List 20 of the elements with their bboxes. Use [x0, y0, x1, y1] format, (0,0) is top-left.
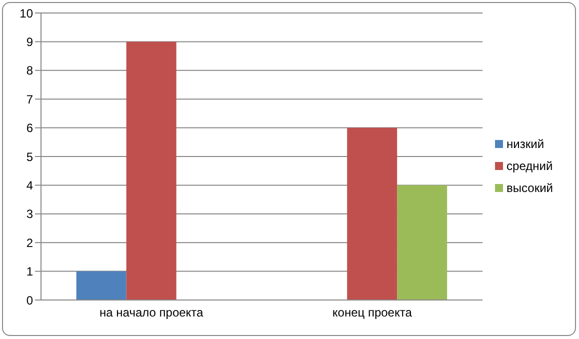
legend-label: средний: [506, 158, 553, 172]
legend-label: низкий: [506, 136, 544, 150]
x-tick-label: конец проекта: [332, 306, 412, 320]
y-tick-label: 2: [26, 236, 34, 250]
y-tick-label: 0: [26, 293, 34, 308]
y-tick-label: 7: [26, 92, 34, 106]
y-tick-label: 5: [26, 150, 34, 164]
y-tick-label: 1: [26, 264, 34, 279]
y-tick-label: 10: [20, 6, 34, 20]
y-tick-label: 6: [26, 121, 34, 136]
y-tick-label: 8: [26, 64, 34, 78]
bar: [347, 128, 398, 300]
legend-label: высокий: [506, 180, 553, 194]
y-tick-label: 4: [26, 178, 34, 192]
bar: [76, 271, 126, 300]
x-tick-label: на начало проекта: [100, 306, 204, 320]
y-tick-label: 9: [26, 34, 34, 49]
bar: [397, 185, 448, 300]
y-tick-label: 3: [26, 207, 34, 222]
bar: [126, 42, 176, 300]
